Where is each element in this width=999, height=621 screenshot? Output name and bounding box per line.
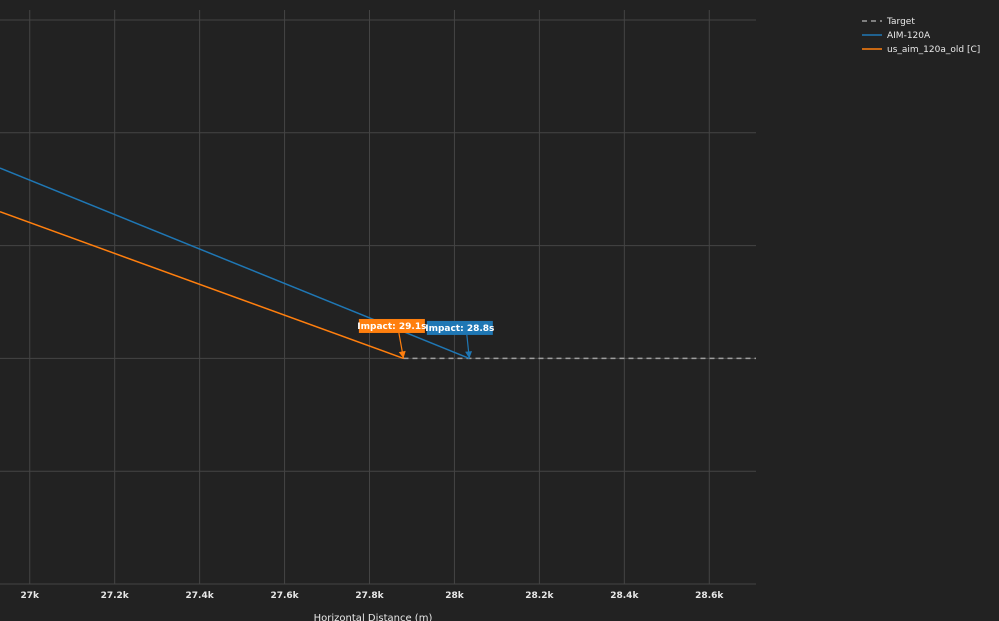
x-tick-label: 27.4k <box>186 591 215 601</box>
legend[interactable]: Target AIM-120A us_aim_120a_old [C] <box>862 17 980 55</box>
x-tick-label: 27.6k <box>270 591 299 601</box>
legend-label: Target <box>886 17 915 27</box>
x-tick-label: 28.2k <box>525 591 554 601</box>
legend-item[interactable]: AIM-120A <box>862 31 931 41</box>
x-axis-title: Horizontal Distance (m) <box>314 613 433 621</box>
annotation-arrowhead <box>465 351 473 359</box>
x-tick-label: 28.4k <box>610 591 639 601</box>
x-tick-label: 28.6k <box>695 591 724 601</box>
legend-label: AIM-120A <box>887 31 931 41</box>
x-tick-label: 28k <box>445 591 465 601</box>
x-tick-labels: 27k 27.2k 27.4k 27.6k 27.8k 28k 28.2k 28.4k 28.6… <box>20 591 724 601</box>
annotation-arrowhead <box>398 350 406 359</box>
legend-item[interactable]: Target <box>862 17 915 27</box>
annotation-label: Impact: 28.8s <box>425 324 494 334</box>
series-line-us-aim-120a-old-c <box>0 211 404 360</box>
x-tick-label: 27k <box>20 591 40 601</box>
x-tick-label: 27.8k <box>355 591 384 601</box>
legend-label: us_aim_120a_old [C] <box>887 45 980 55</box>
x-tick-label: 27.2k <box>101 591 130 601</box>
annotation-label-box <box>426 320 493 335</box>
annotation-label-box <box>358 318 425 333</box>
annotation-label: Impact: 29.1s <box>357 322 426 332</box>
legend-item[interactable]: us_aim_120a_old [C] <box>862 45 980 55</box>
